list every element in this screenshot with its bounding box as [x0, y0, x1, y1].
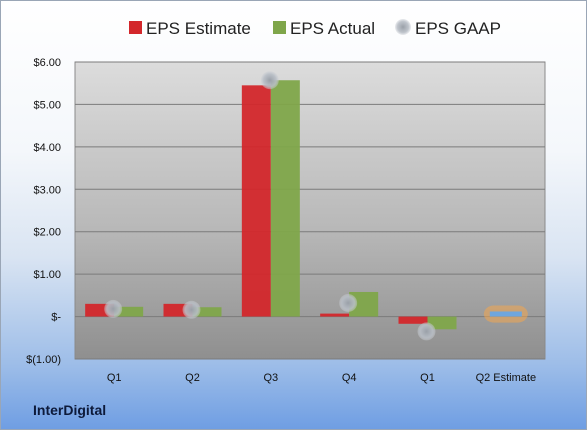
marker-eps-gaap	[104, 299, 123, 318]
legend-label-eps-actual: EPS Actual	[290, 19, 375, 38]
y-tick-label: $-	[51, 312, 61, 324]
bar-eps-actual	[114, 306, 144, 317]
y-axis: $(1.00) $- $1.00 $2.00 $3.00 $4.00 $5.00 $6.00	[26, 57, 61, 366]
y-tick-label: $3.00	[33, 184, 61, 196]
x-tick-label: Q3	[263, 372, 278, 384]
legend-swatch-eps-actual	[273, 21, 286, 34]
y-tick-label: $(1.00)	[26, 354, 61, 366]
x-tick-label: Q1	[107, 372, 122, 384]
legend: EPS Estimate EPS Actual EPS GAAP	[129, 19, 501, 38]
marker-eps-gaap	[182, 300, 201, 319]
y-tick-label: $6.00	[33, 57, 61, 69]
bar-eps-estimate	[398, 316, 428, 324]
marker-eps-gaap	[339, 293, 358, 312]
y-tick-label: $4.00	[33, 142, 61, 154]
plot-area	[74, 61, 546, 360]
bar-eps-actual	[270, 80, 300, 317]
y-tick-label: $5.00	[33, 99, 61, 111]
legend-label-eps-estimate: EPS Estimate	[146, 19, 251, 38]
bar-eps-actual	[192, 307, 222, 317]
bar-eps-estimate	[241, 85, 271, 317]
marker-eps-gaap	[260, 71, 279, 90]
x-tick-label: Q1	[420, 372, 435, 384]
y-tick-label: $1.00	[33, 269, 61, 281]
y-tick-label: $2.00	[33, 227, 61, 239]
x-tick-label: Q2	[185, 372, 200, 384]
legend-swatch-eps-estimate	[129, 21, 142, 34]
legend-label-eps-gaap: EPS GAAP	[415, 19, 501, 38]
bar-eps-estimate	[320, 313, 350, 317]
gridlines	[75, 61, 545, 360]
marker-eps-gaap	[417, 322, 436, 341]
gaap-markers	[104, 71, 436, 341]
x-tick-label: Q4	[342, 372, 357, 384]
legend-swatch-eps-gaap	[395, 19, 411, 35]
bar-future-estimate	[489, 311, 522, 317]
company-name: InterDigital	[33, 402, 107, 418]
bar-eps-actual	[427, 316, 457, 330]
x-axis: Q1 Q2 Q3 Q4 Q1 Q2 Estimate	[107, 372, 536, 384]
x-tick-label: Q2 Estimate	[476, 372, 537, 384]
